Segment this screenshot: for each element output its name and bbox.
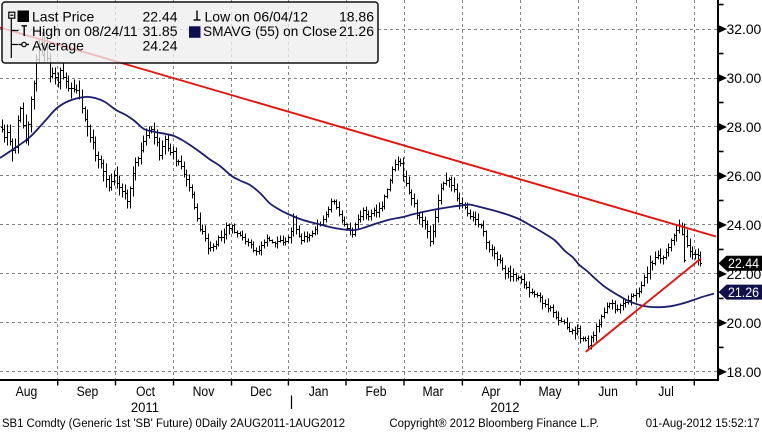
- svg-text:High on 08/24/11: High on 08/24/11: [32, 23, 138, 39]
- svg-text:Nov: Nov: [193, 384, 215, 399]
- svg-text:SB1 Comdty (Generic 1st 'SB' F: SB1 Comdty (Generic 1st 'SB' Future) 0Da…: [2, 418, 345, 430]
- svg-text:18.86: 18.86: [339, 9, 374, 25]
- svg-text:SMAVG (55) on Close: SMAVG (55) on Close: [203, 23, 337, 39]
- svg-text:01-Aug-2012 15:52:17: 01-Aug-2012 15:52:17: [646, 418, 760, 430]
- svg-text:24.00: 24.00: [727, 217, 762, 233]
- svg-text:2011: 2011: [131, 400, 159, 415]
- svg-text:31.85: 31.85: [142, 23, 177, 39]
- svg-text:26.00: 26.00: [727, 168, 762, 184]
- svg-text:20.00: 20.00: [727, 315, 762, 331]
- svg-text:21.26: 21.26: [339, 23, 374, 39]
- svg-text:32.00: 32.00: [727, 21, 762, 37]
- svg-text:May: May: [539, 384, 562, 399]
- svg-text:Aug: Aug: [16, 384, 38, 399]
- svg-text:18.00: 18.00: [727, 364, 762, 380]
- svg-text:2012: 2012: [490, 400, 519, 415]
- svg-text:Copyright® 2012 Bloomberg Fina: Copyright® 2012 Bloomberg Finance L.P.: [389, 418, 599, 430]
- svg-text:28.00: 28.00: [727, 119, 762, 135]
- svg-text:Dec: Dec: [250, 384, 272, 399]
- svg-text:24.24: 24.24: [142, 37, 177, 53]
- svg-text:Average: Average: [32, 37, 84, 53]
- svg-text:Jul: Jul: [658, 384, 674, 399]
- svg-text:Low on 06/04/12: Low on 06/04/12: [205, 9, 309, 25]
- svg-text:22.44: 22.44: [142, 9, 177, 25]
- svg-text:22.44: 22.44: [728, 255, 759, 271]
- svg-text:Jan: Jan: [309, 384, 329, 399]
- svg-text:21.26: 21.26: [728, 284, 759, 300]
- svg-text:Mar: Mar: [423, 384, 444, 399]
- svg-text:30.00: 30.00: [727, 70, 762, 86]
- svg-text:Apr: Apr: [482, 384, 501, 399]
- svg-text:Feb: Feb: [366, 384, 387, 399]
- svg-text:Sep: Sep: [77, 384, 99, 399]
- svg-text:Oct: Oct: [136, 384, 155, 399]
- svg-text:Jun: Jun: [598, 384, 618, 399]
- svg-text:Last Price: Last Price: [32, 9, 94, 25]
